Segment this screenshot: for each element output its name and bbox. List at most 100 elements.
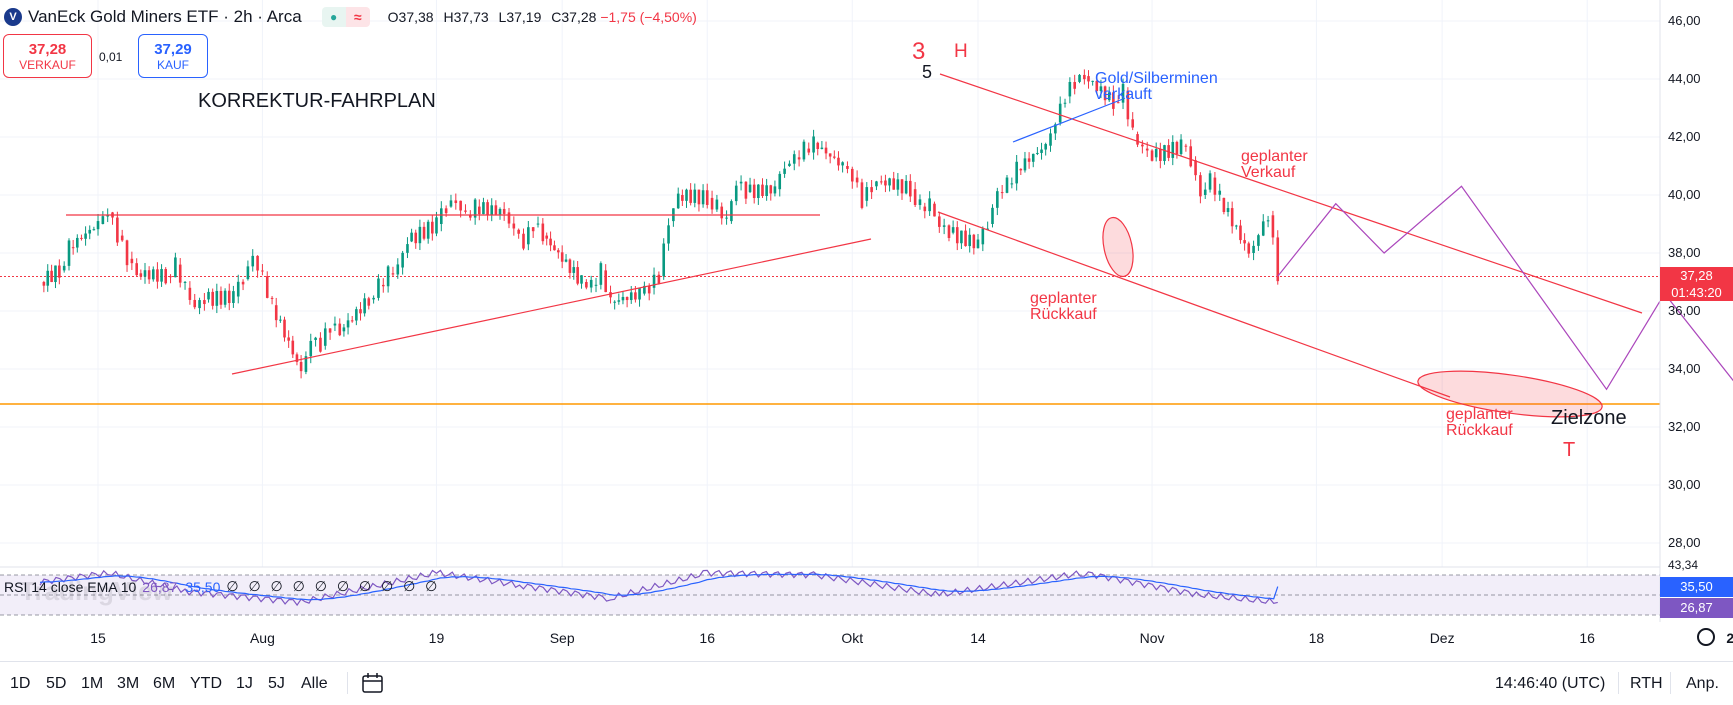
sell-label: VERKAUF [19,57,76,72]
candle-body [689,189,692,203]
candle-body [449,200,453,207]
candle-body [996,191,999,208]
candle-body [287,337,290,341]
change-value: −1,75 (−4,50%) [600,9,697,25]
candle-body [765,185,768,197]
candle-body [42,282,46,286]
toolbar-divider-3 [1670,672,1671,694]
candle-body [96,221,100,230]
rsi-value: 26,87 [142,578,178,595]
note-gold-sold[interactable]: Gold/Silberminen verkauft [1095,71,1218,103]
timeframe-1m[interactable]: 1M [81,675,104,692]
candle-body [372,297,375,300]
x-axis[interactable]: 15 Aug 19 Sep 16 Okt 14 Nov 18 Dez 16 2025 [0,622,1733,652]
candle-body [1010,183,1014,185]
candle-body [536,223,540,225]
wave-label-t[interactable]: T [1563,439,1576,461]
candle-body [875,181,878,187]
timeframe-6m[interactable]: 6M [153,675,176,692]
candle-body [270,297,274,299]
timeframe-3m[interactable]: 3M [117,675,140,692]
note-planned-buyback-2[interactable]: geplanter Rückkauf [1446,407,1513,439]
candle-body [386,266,390,287]
candle-body [1271,215,1275,238]
candle-body [972,234,976,249]
candle-body [855,177,859,183]
candle-body [193,299,197,308]
buy-button[interactable]: 37,29 KAUF [138,34,208,78]
candle-body [502,208,506,214]
candle-body [860,182,864,208]
wave-label-5[interactable]: 5 [922,62,933,82]
buy-price: 37,29 [154,40,192,58]
candle-body [807,148,811,153]
sell-button[interactable]: 37,28 VERKAUF [3,34,92,78]
adjust-toggle[interactable]: Anp. [1686,675,1719,692]
candle-body [557,250,560,253]
annotation-title[interactable]: KORREKTUR-FAHRPLAN [198,90,436,112]
timeframe-alle[interactable]: Alle [301,675,328,692]
candle-body [1239,225,1242,241]
timeframe-5j[interactable]: 5J [268,675,285,692]
candle-body [75,237,79,248]
candle-body [913,189,917,205]
candle-body [314,337,317,340]
timeframe-1d[interactable]: 1D [10,675,31,692]
candle-body [319,337,322,352]
x-tick-label: 18 [1308,630,1325,646]
candle-body [730,201,733,222]
rsi-legend[interactable]: RSI 14 close EMA 10 26,87 35,50 ∅ ∅ ∅ ∅ … [4,578,440,595]
open-value: O37,38 [387,9,434,25]
calendar-range-icon[interactable] [360,672,386,696]
wave-label-h[interactable]: H [954,41,968,62]
candle-body [964,230,967,247]
note-planned-sell[interactable]: geplanter Verkauf [1241,149,1308,181]
y-tick-label: 28,00 [1668,535,1701,550]
toolbar-divider-2 [1618,672,1619,694]
timeframe-1j[interactable]: 1J [236,675,253,692]
y-tick-label: 34,00 [1668,361,1701,376]
symbol-title[interactable]: VanEck Gold Miners ETF · 2h · Arca [28,7,302,26]
x-tick-label: 15 [90,630,106,646]
market-status-pill[interactable]: ● ≈ [321,7,370,27]
utc-clock[interactable]: 14:46:40 (UTC) [1495,675,1606,692]
candle-body [568,259,572,273]
x-tick-label: Okt [841,630,864,646]
candle-body [947,225,951,238]
rth-toggle[interactable]: RTH [1630,675,1663,692]
projection-path [1277,185,1733,391]
candle-body [1226,208,1230,213]
rsi-tag: 26,87 [1660,598,1733,618]
candle-body [486,202,489,215]
candle-body [444,208,448,214]
candle-body [120,235,124,241]
candle-body [657,274,661,284]
buy-label: KAUF [156,57,189,72]
candle-body [1154,148,1158,158]
wave-label-3[interactable]: 3 [912,38,926,65]
candle-body [981,228,985,245]
candle-body [512,223,516,229]
candle-body [681,195,684,201]
candle-body [295,354,299,362]
candlestick-series [42,69,1280,379]
candle-body [328,328,332,333]
candle-body [241,281,245,285]
candle-body [367,298,371,306]
note-buy2-line1: geplanter [1446,406,1513,423]
candle-body [909,180,912,197]
candle-body [265,276,269,298]
x-tick-label: 2025 [1726,630,1733,646]
candle-body [778,173,782,190]
candle-body [1261,221,1265,236]
settings-gear-icon[interactable] [1697,628,1715,646]
note-target-zone[interactable]: Zielzone [1551,407,1627,429]
timeframe-5d[interactable]: 5D [46,675,67,692]
candle-body [1179,139,1183,155]
candle-body [440,208,443,224]
note-planned-buyback-1[interactable]: geplanter Rückkauf [1030,291,1097,323]
timeframe-ytd[interactable]: YTD [190,675,222,692]
lower-channel-line [937,211,1451,398]
candle-body [188,287,192,300]
